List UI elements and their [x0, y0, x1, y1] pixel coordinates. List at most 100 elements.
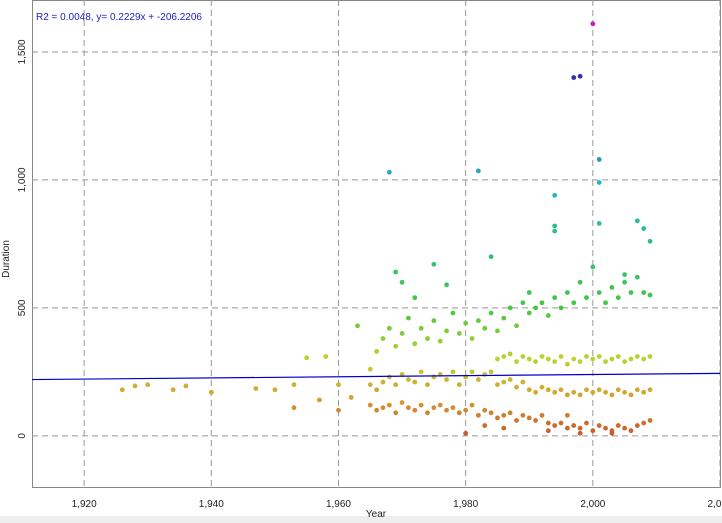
data-point — [425, 382, 430, 388]
data-point — [450, 369, 456, 375]
data-point — [520, 300, 526, 306]
data-point — [520, 379, 526, 385]
data-point — [501, 315, 507, 321]
data-point — [552, 389, 558, 395]
data-point — [539, 354, 545, 359]
data-point — [628, 392, 634, 398]
data-point — [291, 382, 297, 388]
data-point — [412, 341, 418, 347]
data-point — [603, 359, 608, 365]
data-point — [577, 430, 583, 436]
data-point — [603, 300, 608, 306]
data-point — [552, 192, 558, 198]
data-point — [475, 412, 481, 418]
data-point — [596, 423, 602, 428]
data-point — [609, 356, 615, 362]
data-point — [386, 374, 392, 380]
data-point — [475, 377, 481, 382]
data-point — [545, 428, 551, 434]
data-point — [425, 336, 430, 341]
data-point — [444, 282, 449, 288]
data-point — [584, 387, 589, 393]
data-point — [450, 310, 456, 316]
data-point — [355, 323, 360, 329]
data-point — [386, 402, 392, 408]
y-tick-label: 1,500 — [17, 39, 28, 64]
data-point — [208, 389, 214, 395]
data-point — [603, 389, 608, 395]
data-point — [488, 254, 494, 260]
x-tick-label: 2,000 — [580, 499, 605, 510]
data-point — [634, 354, 640, 359]
data-point — [304, 355, 310, 361]
data-point — [456, 382, 462, 388]
data-point — [437, 402, 443, 408]
data-point — [558, 305, 564, 311]
data-point — [647, 238, 653, 244]
data-point — [418, 369, 424, 375]
data-point — [183, 383, 189, 389]
data-point — [380, 405, 386, 411]
data-point — [584, 295, 589, 301]
data-point — [545, 387, 551, 393]
data-point — [552, 295, 558, 301]
data-point — [507, 351, 513, 357]
data-point — [526, 387, 532, 393]
data-point — [444, 328, 449, 334]
data-point — [488, 410, 494, 416]
data-point — [406, 377, 411, 382]
data-point — [336, 407, 341, 413]
data-point — [431, 405, 437, 411]
data-point — [634, 274, 640, 280]
data-point — [488, 369, 494, 375]
data-point — [577, 279, 583, 285]
data-point — [393, 382, 399, 388]
data-point — [507, 305, 513, 311]
data-point — [253, 386, 259, 391]
data-point — [145, 382, 151, 388]
data-point — [628, 290, 634, 295]
data-point — [564, 361, 570, 367]
data-point — [380, 379, 386, 385]
data-point — [539, 384, 545, 390]
data-point — [641, 226, 647, 231]
data-point — [393, 269, 399, 275]
x-tick-label: 2,020 — [707, 499, 722, 510]
data-point — [431, 318, 437, 324]
y-tick-label: 500 — [17, 299, 28, 316]
data-point — [596, 290, 602, 295]
data-point — [367, 366, 373, 372]
data-point — [380, 336, 386, 341]
data-point — [507, 410, 513, 416]
data-point — [399, 331, 405, 336]
data-point — [622, 279, 628, 285]
data-point — [501, 379, 507, 385]
data-point — [456, 331, 462, 336]
data-point — [539, 300, 545, 306]
data-point — [444, 407, 449, 413]
data-point — [545, 356, 551, 362]
data-point — [431, 261, 437, 267]
data-point — [317, 397, 322, 403]
data-point — [596, 354, 602, 359]
data-point — [367, 382, 373, 388]
data-point — [374, 348, 380, 354]
data-point — [533, 389, 539, 395]
data-point — [609, 392, 615, 398]
data-point — [647, 387, 653, 393]
data-point — [501, 412, 507, 418]
data-point — [488, 310, 494, 316]
data-point — [577, 392, 583, 398]
data-point — [444, 377, 449, 382]
data-point — [170, 387, 176, 393]
data-point — [571, 356, 577, 362]
data-point — [590, 428, 596, 434]
data-point — [564, 412, 570, 418]
data-point — [647, 418, 653, 423]
data-point — [571, 75, 577, 80]
data-point — [584, 420, 589, 426]
data-point — [615, 295, 621, 301]
data-point — [641, 389, 647, 395]
